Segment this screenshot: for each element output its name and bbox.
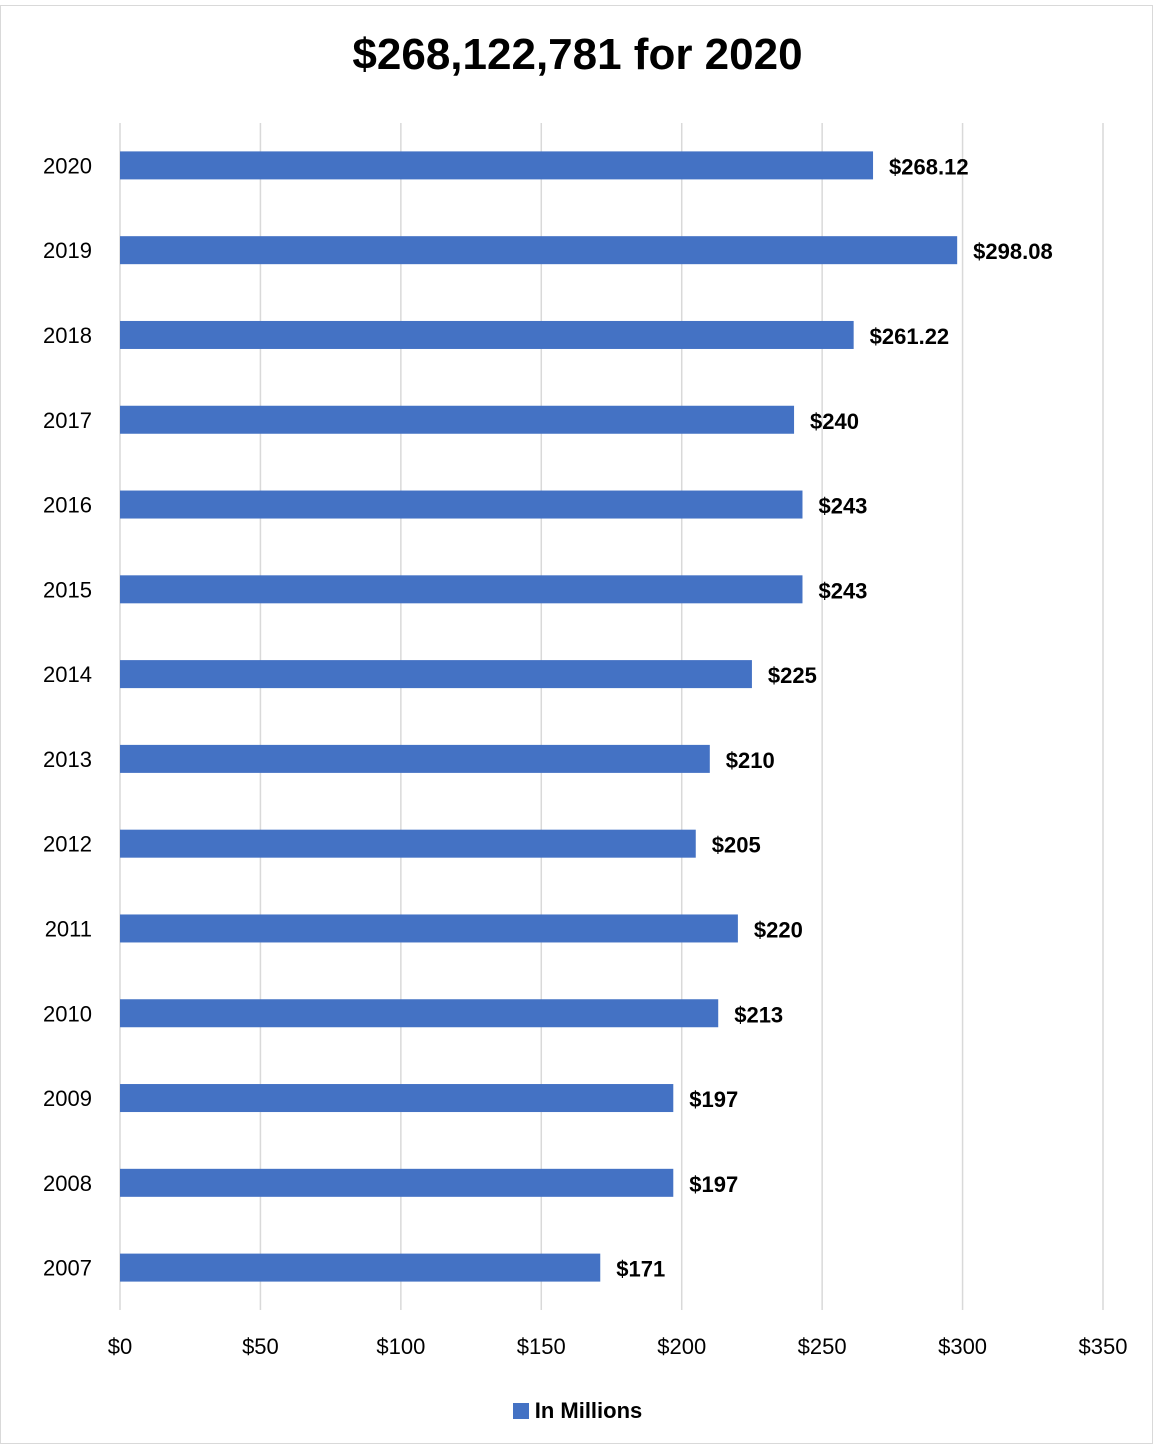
category-label: 2014 [43,662,92,687]
x-tick-label: $300 [938,1334,987,1359]
legend-label: In Millions [534,1398,643,1423]
x-tick-label: $100 [376,1334,425,1359]
bar [120,914,738,943]
x-tick-label: $50 [242,1334,279,1359]
data-label: $197 [689,1172,738,1197]
data-label: $243 [818,578,867,603]
bar [120,490,803,519]
category-label: 2012 [43,832,92,857]
x-tick-label: $0 [108,1334,132,1359]
data-label: $205 [712,833,761,858]
data-label: $243 [818,494,867,519]
data-label: $210 [726,748,775,773]
category-label: 2009 [43,1086,92,1111]
legend-swatch [512,1403,529,1419]
data-label: $171 [616,1257,665,1282]
data-label: $240 [810,409,859,434]
category-label: 2007 [43,1256,92,1281]
data-label: $213 [734,1002,783,1027]
x-tick-label: $150 [517,1334,566,1359]
chart-title: $268,122,781 for 2020 [352,30,803,79]
bar [120,829,696,858]
bar [120,744,710,773]
bar [120,405,795,434]
bar [120,1168,674,1197]
data-label: $261.22 [870,324,950,349]
data-label: $197 [689,1087,738,1112]
x-tick-label: $350 [1079,1334,1128,1359]
bar [120,575,803,604]
x-tick-label: $250 [798,1334,847,1359]
category-label: 2010 [43,1001,92,1026]
bar [120,1253,601,1282]
data-label: $225 [768,663,817,688]
category-label: 2018 [43,323,92,348]
category-label: 2020 [43,153,92,178]
bar [120,320,854,349]
bar [120,660,752,689]
category-label: 2016 [43,493,92,518]
category-label: 2013 [43,747,92,772]
category-label: 2011 [45,916,92,941]
bar [120,236,958,265]
category-label: 2015 [43,577,92,602]
data-label: $298.08 [973,239,1053,264]
bar [120,999,719,1028]
category-label: 2017 [43,408,92,433]
category-label: 2008 [43,1171,92,1196]
legend: In Millions [0,1398,1155,1424]
category-label: 2019 [43,238,92,263]
bar [120,151,874,180]
data-label: $220 [754,917,803,942]
bar [120,1084,674,1113]
x-tick-label: $200 [657,1334,706,1359]
data-label: $268.12 [889,154,969,179]
